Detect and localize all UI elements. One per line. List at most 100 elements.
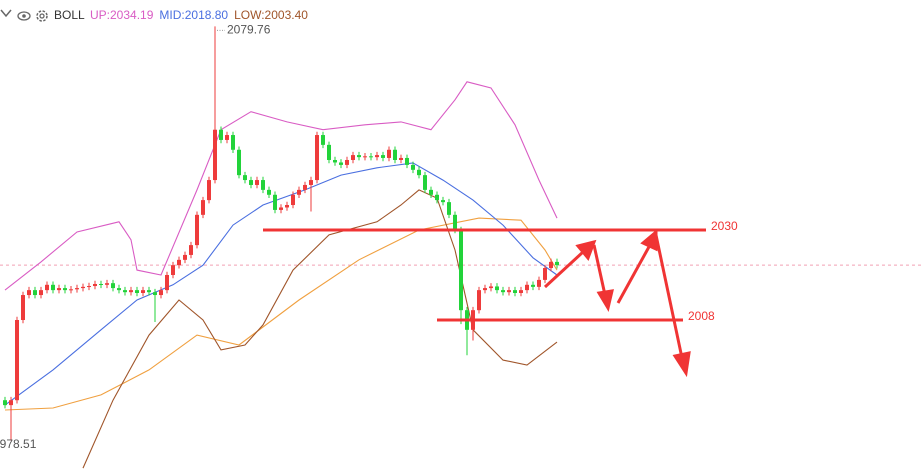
candle-body — [273, 194, 277, 210]
candle-body — [531, 284, 535, 287]
candle-body — [249, 180, 253, 185]
candle-body — [399, 157, 403, 161]
candle-body — [201, 200, 205, 215]
candle-body — [81, 286, 85, 289]
indicator-line — [4, 81, 558, 291]
level-label: 2030 — [711, 219, 738, 233]
candle-body — [105, 283, 109, 285]
low-label: 1978.51 — [0, 437, 37, 451]
candle-body — [321, 135, 325, 145]
candle-body — [381, 155, 385, 158]
candle-body — [405, 157, 409, 165]
candle-body — [135, 290, 139, 293]
candle-body — [345, 160, 349, 165]
candle-body — [477, 290, 481, 311]
candle-body — [129, 290, 133, 293]
candle-body — [153, 292, 157, 296]
candle-body — [87, 286, 91, 288]
candle-body — [225, 135, 229, 140]
header: BOLL — [0, 8, 85, 22]
candle-body — [483, 288, 487, 291]
candle-body — [207, 180, 211, 201]
level-label: 2008 — [688, 309, 715, 323]
candle-body — [417, 169, 421, 176]
candle-body — [291, 194, 295, 206]
legend-entry: UP:2034.19 — [90, 8, 154, 22]
arrowhead — [640, 228, 658, 252]
arrow — [654, 234, 684, 359]
candle-body — [195, 214, 199, 246]
candle-body — [435, 194, 439, 201]
candle-body — [171, 265, 175, 275]
candle-body — [237, 149, 241, 176]
candle-body — [231, 135, 235, 150]
indicator-line — [4, 162, 558, 406]
candle-body — [447, 202, 451, 215]
candle-body — [393, 149, 397, 161]
candle-body — [213, 129, 217, 181]
candle-body — [315, 135, 319, 181]
candle-body — [45, 284, 49, 291]
legend-entry: LOW:2003.40 — [234, 8, 308, 22]
candle-body — [309, 180, 313, 185]
candle-body — [459, 229, 463, 311]
indicator-line — [82, 189, 558, 469]
candle-body — [111, 283, 115, 289]
candle-body — [183, 254, 187, 260]
eye-icon[interactable] — [17, 11, 31, 21]
candle-body — [513, 290, 517, 293]
candle-body — [63, 288, 67, 291]
candle-body — [21, 295, 25, 321]
candle-body — [3, 400, 7, 406]
candle-body — [177, 259, 181, 266]
candle-body — [297, 189, 301, 195]
candle-body — [51, 284, 55, 291]
candle-body — [57, 288, 61, 291]
candle-body — [549, 261, 553, 269]
candle-body — [525, 284, 529, 291]
candle-body — [411, 164, 415, 170]
candle-body — [429, 189, 433, 195]
candle-body — [99, 283, 103, 285]
candle-body — [453, 214, 457, 230]
candle-body — [123, 290, 127, 293]
candle-body — [219, 129, 223, 140]
candle-body — [375, 155, 379, 158]
candle-body — [519, 290, 523, 293]
candle-body — [543, 268, 547, 280]
candle-body — [333, 160, 337, 163]
candle-body — [33, 290, 37, 296]
arrows — [543, 228, 691, 378]
candle-body — [357, 155, 361, 158]
candle-body — [339, 162, 343, 165]
candle-body — [93, 283, 97, 287]
high-label: 2079.76 — [227, 23, 271, 37]
candle-body — [555, 261, 559, 266]
candle-body — [423, 175, 427, 190]
candle-body — [165, 274, 169, 291]
candle-body — [27, 290, 31, 296]
candle-body — [75, 288, 79, 290]
candle-body — [495, 286, 499, 291]
arrow — [543, 250, 585, 289]
candle-body — [489, 286, 493, 289]
candle-body — [141, 290, 145, 293]
candle-body — [285, 205, 289, 208]
collapse-icon[interactable] — [0, 9, 12, 18]
candle-body — [159, 290, 163, 296]
candle-body — [9, 400, 13, 406]
settings-icon[interactable] — [36, 10, 48, 22]
arrowhead — [575, 239, 597, 261]
candle-body — [189, 245, 193, 255]
candle-body — [147, 290, 151, 293]
candle-body — [15, 320, 19, 401]
candle-body — [255, 180, 259, 185]
candle-body — [387, 149, 391, 158]
candle-body — [369, 156, 373, 158]
candle-body — [501, 290, 505, 293]
candle-body — [261, 180, 265, 190]
candle-body — [243, 175, 247, 181]
candle-body — [363, 156, 367, 158]
arrow — [616, 244, 652, 304]
